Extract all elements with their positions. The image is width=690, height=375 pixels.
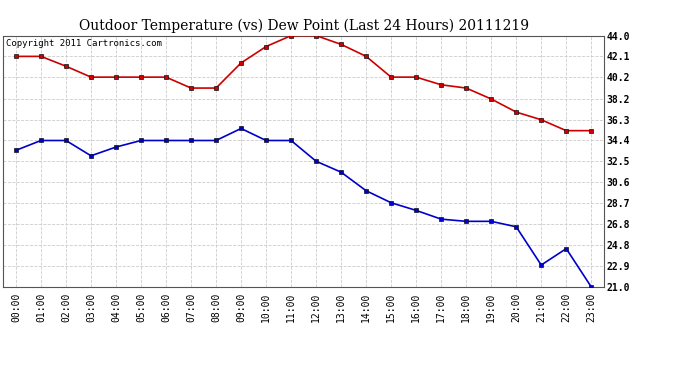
Title: Outdoor Temperature (vs) Dew Point (Last 24 Hours) 20111219: Outdoor Temperature (vs) Dew Point (Last… xyxy=(79,19,529,33)
Text: Copyright 2011 Cartronics.com: Copyright 2011 Cartronics.com xyxy=(6,39,162,48)
